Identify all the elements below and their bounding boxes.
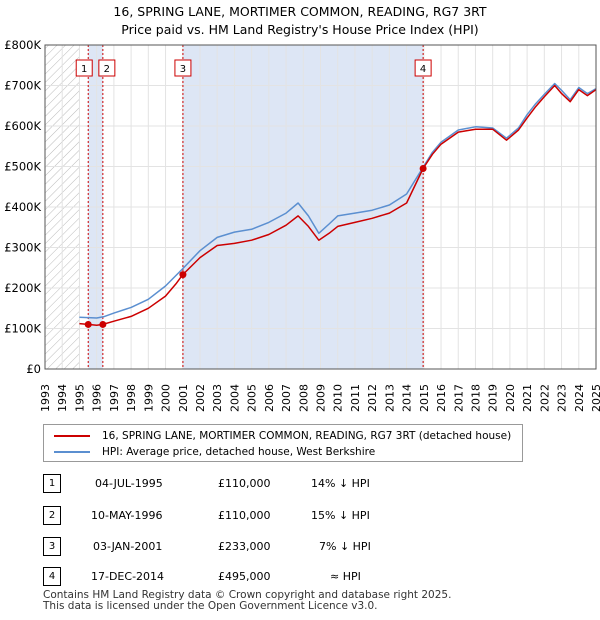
legend-item-hpi: HPI: Average price, detached house, West… xyxy=(54,444,375,460)
y-tick-label: £500K xyxy=(4,160,41,174)
y-tick-label: £600K xyxy=(4,119,41,133)
y-tick-label: £300K xyxy=(4,241,41,255)
legend-label-hpi: HPI: Average price, detached house, West… xyxy=(102,446,376,458)
x-tick-label: 2022 xyxy=(538,384,551,412)
transaction-box xyxy=(414,59,432,77)
transaction-point xyxy=(179,271,187,279)
transaction-point xyxy=(84,320,92,328)
x-tick-label: 2021 xyxy=(521,384,534,412)
transaction-box xyxy=(174,59,192,77)
x-tick-label: 2002 xyxy=(194,384,207,412)
transaction-label: 1 xyxy=(81,64,87,75)
x-tick-label: 2006 xyxy=(263,384,276,412)
x-tick-label: 2015 xyxy=(418,384,431,412)
x-tick-label: 1994 xyxy=(56,384,69,412)
x-tick-label: 2025 xyxy=(590,384,600,412)
x-tick-label: 1995 xyxy=(73,384,86,412)
x-tick-label: 1999 xyxy=(142,384,155,412)
legend: 16, SPRING LANE, MORTIMER COMMON, READIN… xyxy=(43,424,523,462)
series-line-hpi xyxy=(79,82,597,319)
legend-swatch-hpi xyxy=(54,451,90,453)
price-chart: 1 2 3 4 £0 £100K £200K £300K £400K £500K £600K £700… xyxy=(4,38,600,412)
plot-frame xyxy=(44,44,597,370)
transaction-point xyxy=(419,165,427,173)
transaction-label: 2 xyxy=(104,64,110,75)
footer: Contains HM Land Registry data © Crown c… xyxy=(43,590,451,612)
x-tick-label: 1996 xyxy=(91,384,104,412)
x-tick-label: 2008 xyxy=(297,384,310,412)
series-line-property xyxy=(79,84,597,327)
transaction-marker: 1 xyxy=(43,474,61,493)
x-tick-label: 2004 xyxy=(228,384,241,412)
y-tick-label: £200K xyxy=(4,281,41,295)
x-tick-label: 2024 xyxy=(573,384,586,412)
x-tick-label: 2014 xyxy=(401,384,414,412)
transaction-date: 10-MAY-1996 xyxy=(91,509,163,522)
x-tick-label: 2012 xyxy=(366,384,379,412)
transaction-marker: 3 xyxy=(43,537,61,556)
y-tick-label: £400K xyxy=(4,200,41,214)
x-tick-label: 2013 xyxy=(383,384,396,412)
x-tick-label: 2017 xyxy=(452,384,465,412)
transaction-label: 4 xyxy=(420,64,426,75)
x-tick-label: 1993 xyxy=(39,384,52,412)
transaction-date: 03-JAN-2001 xyxy=(93,540,163,553)
transaction-price: £110,000 xyxy=(218,509,271,522)
y-tick-label: £800K xyxy=(4,38,41,52)
transaction-marker: 4 xyxy=(43,567,61,586)
transaction-hpi: 7% ↓ HPI xyxy=(319,540,371,553)
transaction-point xyxy=(99,320,107,328)
footer-licence: This data is licensed under the Open Gov… xyxy=(43,600,378,612)
transaction-hpi: 14% ↓ HPI xyxy=(311,477,370,490)
transaction-date: 04-JUL-1995 xyxy=(95,477,163,490)
x-tick-label: 2023 xyxy=(556,384,569,412)
transaction-box xyxy=(98,59,116,77)
transaction-hpi: ≈ HPI xyxy=(330,570,361,583)
transaction-date: 17-DEC-2014 xyxy=(91,570,165,583)
legend-swatch-property xyxy=(54,435,90,437)
y-tick-label: £0 xyxy=(26,362,41,376)
x-tick-label: 2005 xyxy=(246,384,259,412)
x-tick-label: 2009 xyxy=(315,384,328,412)
y-tick-label: £100K xyxy=(4,322,41,336)
x-tick-label: 2000 xyxy=(160,384,173,412)
x-tick-label: 2003 xyxy=(211,384,224,412)
footer-copyright: Contains HM Land Registry data © Crown c… xyxy=(43,589,452,601)
x-tick-label: 2010 xyxy=(332,384,345,412)
x-tick-label: 2011 xyxy=(349,384,362,412)
transaction-hpi: 15% ↓ HPI xyxy=(311,509,370,522)
x-tick-label: 2007 xyxy=(280,384,293,412)
chart-subtitle: Price paid vs. HM Land Registry's House … xyxy=(121,22,479,37)
x-tick-label: 1998 xyxy=(125,384,138,412)
transaction-price: £495,000 xyxy=(218,570,271,583)
x-tick-label: 2016 xyxy=(435,384,448,412)
x-tick-label: 2020 xyxy=(504,384,517,412)
x-tick-label: 1997 xyxy=(108,384,121,412)
legend-label-property: 16, SPRING LANE, MORTIMER COMMON, READIN… xyxy=(102,430,512,442)
x-tick-label: 2018 xyxy=(469,384,482,412)
transaction-price: £233,000 xyxy=(218,540,271,553)
transaction-box xyxy=(75,59,93,77)
legend-item-property: 16, SPRING LANE, MORTIMER COMMON, READIN… xyxy=(54,428,511,444)
x-tick-label: 2001 xyxy=(177,384,190,412)
transaction-label: 3 xyxy=(180,64,186,75)
transaction-marker: 2 xyxy=(43,506,61,525)
y-tick-label: £700K xyxy=(4,79,41,93)
x-tick-label: 2019 xyxy=(487,384,500,412)
transaction-price: £110,000 xyxy=(218,477,271,490)
chart-title: 16, SPRING LANE, MORTIMER COMMON, READIN… xyxy=(113,4,487,19)
